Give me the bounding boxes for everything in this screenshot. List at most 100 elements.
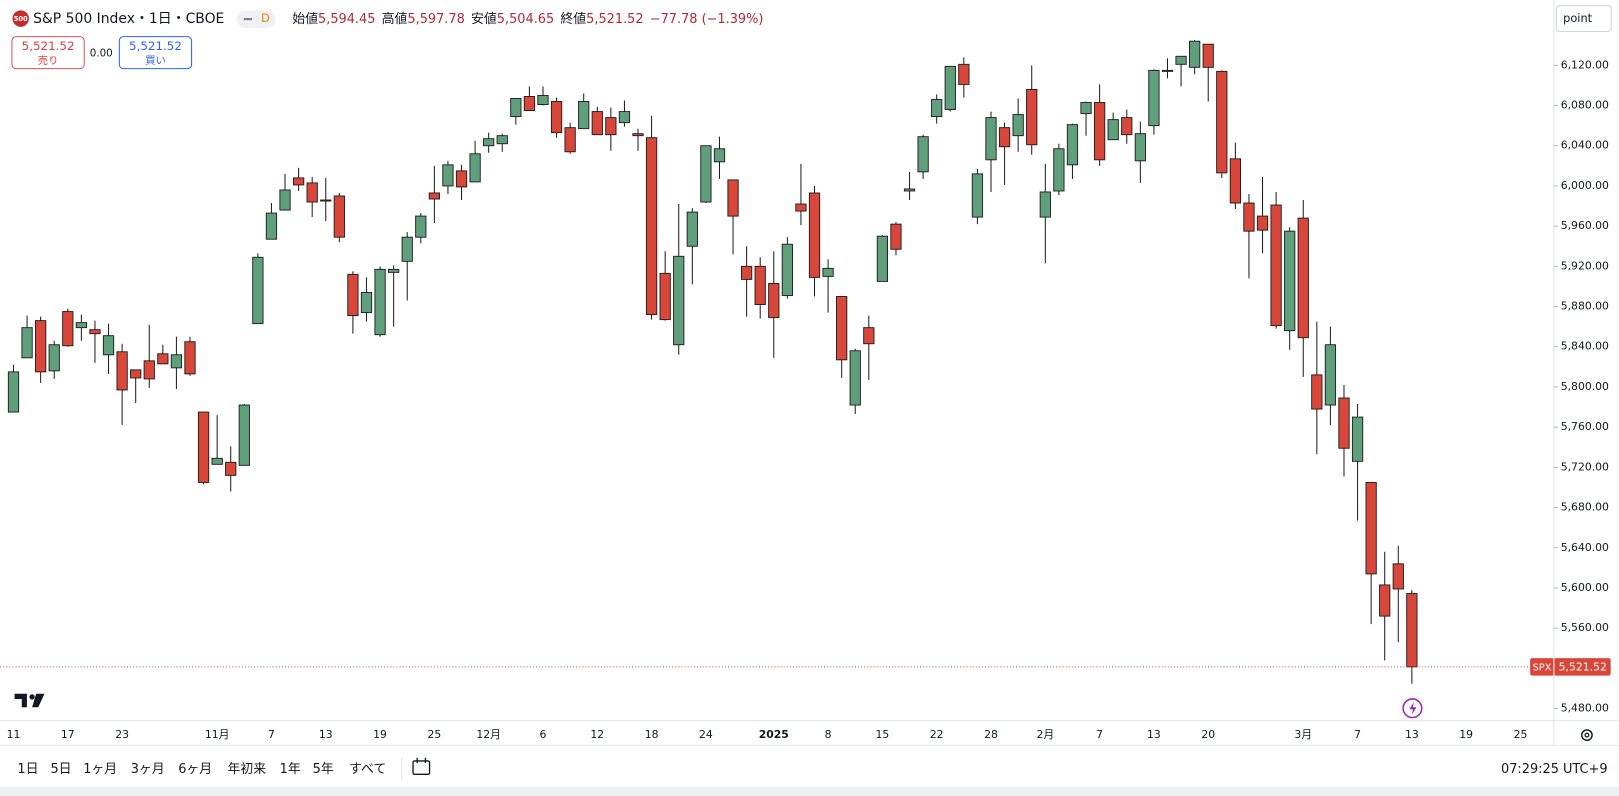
candle-body (238, 404, 250, 466)
candle-body (102, 335, 115, 356)
candle-body (184, 341, 196, 375)
sell-button[interactable] (11, 36, 85, 70)
candle-body (89, 329, 101, 335)
x-tick-label: 17 (61, 728, 75, 741)
candle-body (890, 223, 902, 250)
candle-body (1012, 114, 1024, 137)
candle-body (442, 164, 454, 187)
candle-body (333, 195, 345, 238)
x-tick-label: 11 (7, 728, 21, 741)
candle-body (1311, 374, 1323, 410)
y-tick-label: 5,920.00 (1561, 259, 1609, 272)
candle-body (1189, 40, 1201, 68)
x-tick-label: 13 (1147, 728, 1161, 741)
close-value: 5,521.52 (586, 12, 643, 27)
candle-body (388, 268, 400, 273)
candle-body (1148, 69, 1160, 127)
range-button[interactable]: 1年 (280, 762, 301, 777)
clock: 07:29:25 UTC+9 (1501, 762, 1608, 777)
candle-body (754, 265, 766, 305)
candle-body (197, 411, 210, 483)
candle-body (211, 457, 223, 465)
range-button[interactable]: すべて (349, 762, 386, 777)
y-tick-label: 6,120.00 (1561, 58, 1609, 71)
candle-body (7, 371, 20, 413)
x-tick-label: 2025 (759, 728, 789, 741)
candle-body (578, 101, 590, 130)
candle-body (1080, 102, 1092, 115)
candle-body (1297, 217, 1309, 339)
candle-body (292, 177, 305, 186)
candle-body (537, 95, 549, 105)
candle-body (1134, 133, 1146, 162)
candle-body (279, 189, 291, 211)
candle-body (550, 101, 563, 134)
x-tick-label: 18 (645, 728, 659, 741)
range-button[interactable]: 5日 (50, 762, 71, 777)
candle-body (944, 65, 956, 111)
candle-body (618, 111, 631, 124)
x-tick-label: 23 (115, 728, 129, 741)
x-tick-label: 15 (875, 728, 889, 741)
range-button[interactable]: 5年 (313, 762, 334, 777)
sell-label: 売り (38, 54, 59, 67)
candle-body (374, 268, 386, 336)
candle-body (836, 296, 848, 361)
buy-button[interactable] (118, 36, 193, 70)
candle-body (795, 203, 807, 212)
candle-body (1175, 55, 1187, 65)
candle-body (808, 192, 821, 278)
candle-body (1351, 416, 1364, 462)
toolbar: 1日 5日 1ヶ月 3ヶ月 6ヶ月 年初来 1年 5年 すべて (17, 762, 386, 777)
range-button[interactable]: 6ヶ月 (178, 762, 212, 777)
y-tick-label: 5,840.00 (1561, 340, 1609, 353)
symbol-title[interactable]: S&P 500 Index・1日・CBOE (33, 11, 224, 27)
candle-body (347, 273, 359, 317)
range-button[interactable]: 1ヶ月 (83, 762, 117, 777)
y-tick-label: 5,680.00 (1561, 501, 1609, 514)
range-button[interactable]: 3ヶ月 (131, 762, 165, 777)
range-button[interactable]: 年初来 (227, 762, 266, 777)
candle-body (455, 170, 468, 188)
candle-body (659, 272, 671, 321)
candle-body (1121, 117, 1133, 136)
x-tick-label: 11月 (205, 728, 230, 741)
open-value: 5,594.45 (318, 12, 375, 27)
y-tick-label: 6,040.00 (1561, 139, 1609, 152)
candle-body (1039, 191, 1051, 218)
interval-pill[interactable] (236, 10, 276, 28)
candle-body (1392, 563, 1404, 590)
candle-body (21, 327, 33, 359)
x-tick-label: 19 (373, 728, 387, 741)
open-label: 始値 (292, 11, 318, 27)
x-tick-label: 7 (1354, 728, 1361, 741)
y-tick-label: 5,800.00 (1561, 380, 1609, 393)
symbol-logo (12, 10, 29, 27)
candle-body (62, 311, 74, 347)
y-tick-label: 5,720.00 (1561, 460, 1609, 473)
candle-body (360, 292, 373, 314)
settings-button[interactable] (1581, 729, 1593, 741)
x-tick-label: 8 (825, 728, 832, 741)
buy-label: 買い (145, 55, 166, 67)
candle-body (917, 136, 929, 173)
bottom-strip (0, 786, 1619, 796)
candle-body (768, 282, 780, 319)
y-tick-label: 5,880.00 (1561, 300, 1609, 313)
candle-body (1066, 124, 1079, 166)
candle-body (320, 199, 332, 202)
low-value: 5,504.65 (497, 12, 554, 27)
candle-body (1161, 69, 1174, 72)
range-button[interactable]: 1日 (17, 762, 38, 777)
price-label-box (1530, 658, 1611, 676)
y-tick-label: 5,560.00 (1561, 621, 1609, 634)
y-tick-label: 6,080.00 (1561, 99, 1609, 112)
sell-price: 5,521.52 (22, 39, 75, 53)
candle-body (1365, 481, 1377, 575)
candle-body (143, 360, 155, 380)
scale-mode-button[interactable] (1555, 5, 1612, 33)
compare-icon[interactable] (412, 757, 431, 775)
scale-mode: point (1563, 11, 1592, 25)
candle-body (632, 133, 644, 137)
